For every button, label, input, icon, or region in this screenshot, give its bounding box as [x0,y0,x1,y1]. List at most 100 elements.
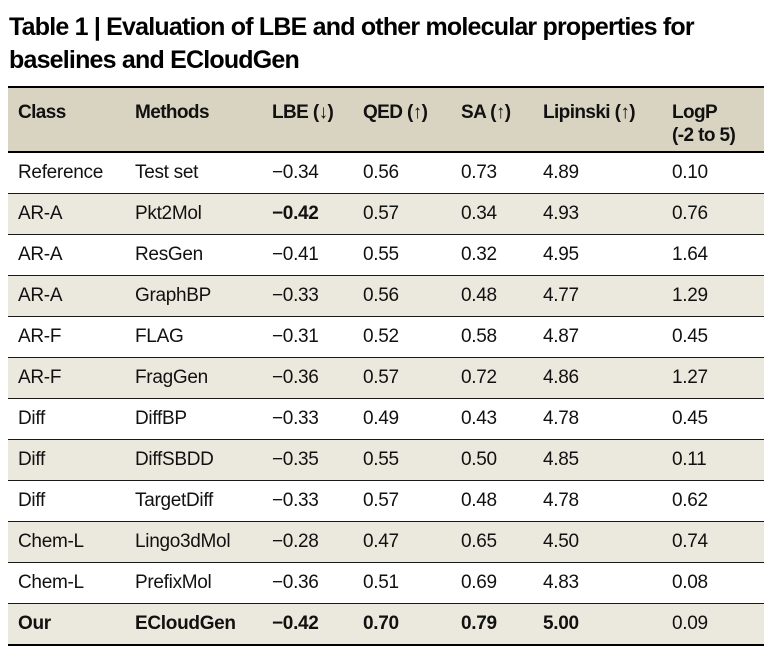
cell-method: TargetDiff [135,480,272,522]
cell-lipinski: 4.77 [543,275,672,317]
cell-class: Diff [8,439,135,481]
column-header-logp: LogP (-2 to 5) [672,88,764,153]
cell-method: Pkt2Mol [135,193,272,235]
table-row: Chem-L PrefixMol −0.36 0.51 0.69 4.83 0.08 [8,562,764,604]
header-row: Class Methods LBE (↓) QED (↑) SA (↑) Lipinski… [8,88,764,153]
cell-sa: 0.34 [461,193,543,235]
column-header-label: QED (↑) [363,102,428,123]
table-row: Our ECloudGen −0.42 0.70 0.79 5.00 0.09 [8,603,764,644]
cell-lipinski: 4.83 [543,562,672,604]
column-header-label: SA (↑) [461,102,511,123]
cell-lipinski: 4.93 [543,193,672,235]
cell-sa: 0.48 [461,480,543,522]
cell-logp: 0.08 [672,562,764,604]
cell-sa: 0.79 [461,603,543,644]
cell-lbe: −0.41 [272,234,363,276]
column-header-sa: SA (↑) [461,88,543,153]
cell-qed: 0.55 [363,234,461,276]
column-header-label: Class [18,102,66,123]
cell-qed: 0.51 [363,562,461,604]
cell-logp: 0.45 [672,316,764,358]
cell-lipinski: 4.78 [543,480,672,522]
cell-class: Diff [8,398,135,440]
cell-lbe: −0.36 [272,357,363,399]
cell-sa: 0.58 [461,316,543,358]
cell-class: Chem-L [8,562,135,604]
column-header-lbe: LBE (↓) [272,88,363,153]
cell-lipinski: 4.50 [543,521,672,563]
cell-logp: 0.09 [672,603,764,644]
cell-logp: 1.27 [672,357,764,399]
cell-qed: 0.55 [363,439,461,481]
cell-method: DiffSBDD [135,439,272,481]
column-header-label: Lipinski (↑) [543,102,636,123]
cell-lbe: −0.33 [272,275,363,317]
column-header-label: LBE (↓) [272,102,334,123]
cell-lbe: −0.42 [272,193,363,235]
cell-class: AR-F [8,316,135,358]
cell-lipinski: 4.78 [543,398,672,440]
column-header-label: LogP [672,102,718,123]
cell-sa: 0.50 [461,439,543,481]
table-row: AR-F FragGen −0.36 0.57 0.72 4.86 1.27 [8,357,764,399]
cell-sa: 0.73 [461,152,543,194]
cell-method: FragGen [135,357,272,399]
results-table: Class Methods LBE (↓) QED (↑) SA (↑) Lipinski… [8,88,764,644]
cell-sa: 0.43 [461,398,543,440]
table-row: Chem-L Lingo3dMol −0.28 0.47 0.65 4.50 0.74 [8,521,764,563]
cell-sa: 0.48 [461,275,543,317]
cell-lbe: −0.35 [272,439,363,481]
column-header-method: Methods [135,88,272,153]
cell-lbe: −0.33 [272,480,363,522]
cell-method: Lingo3dMol [135,521,272,563]
cell-method: ResGen [135,234,272,276]
cell-class: Our [8,603,135,644]
cell-qed: 0.57 [363,480,461,522]
cell-logp: 0.10 [672,152,764,194]
table-row: Diff TargetDiff −0.33 0.57 0.48 4.78 0.62 [8,480,764,522]
column-header-label: Methods [135,102,210,123]
cell-qed: 0.57 [363,193,461,235]
cell-logp: 0.74 [672,521,764,563]
table-row: Diff DiffBP −0.33 0.49 0.43 4.78 0.45 [8,398,764,440]
cell-qed: 0.56 [363,275,461,317]
cell-logp: 1.29 [672,275,764,317]
table-row: AR-A Pkt2Mol −0.42 0.57 0.34 4.93 0.76 [8,193,764,235]
cell-qed: 0.52 [363,316,461,358]
results-table-container: Class Methods LBE (↓) QED (↑) SA (↑) Lipinski… [8,86,764,646]
cell-qed: 0.47 [363,521,461,563]
cell-class: AR-F [8,357,135,399]
table-title: Table 1 | Evaluation of LBE and other mo… [9,13,695,74]
table-row: AR-F FLAG −0.31 0.52 0.58 4.87 0.45 [8,316,764,358]
cell-lipinski: 4.95 [543,234,672,276]
cell-lipinski: 5.00 [543,603,672,644]
cell-lipinski: 4.86 [543,357,672,399]
cell-lbe: −0.31 [272,316,363,358]
cell-class: Reference [8,152,135,194]
cell-method: DiffBP [135,398,272,440]
cell-lipinski: 4.85 [543,439,672,481]
cell-lbe: −0.42 [272,603,363,644]
table-body: Reference Test set −0.34 0.56 0.73 4.89 0.10 AR… [8,152,764,644]
column-header-lipinski: Lipinski (↑) [543,88,672,153]
cell-class: AR-A [8,275,135,317]
cell-method: GraphBP [135,275,272,317]
table-row: AR-A ResGen −0.41 0.55 0.32 4.95 1.64 [8,234,764,276]
cell-lipinski: 4.89 [543,152,672,194]
cell-class: Diff [8,480,135,522]
cell-sa: 0.65 [461,521,543,563]
cell-lbe: −0.28 [272,521,363,563]
cell-lbe: −0.34 [272,152,363,194]
column-header-qed: QED (↑) [363,88,461,153]
cell-sa: 0.69 [461,562,543,604]
column-header-class: Class [8,88,135,153]
cell-method: ECloudGen [135,603,272,644]
cell-class: AR-A [8,193,135,235]
cell-class: AR-A [8,234,135,276]
cell-qed: 0.56 [363,152,461,194]
cell-logp: 0.11 [672,439,764,481]
cell-method: Test set [135,152,272,194]
cell-logp: 0.45 [672,398,764,440]
cell-sa: 0.72 [461,357,543,399]
column-header-sublabel: (-2 to 5) [672,125,736,146]
